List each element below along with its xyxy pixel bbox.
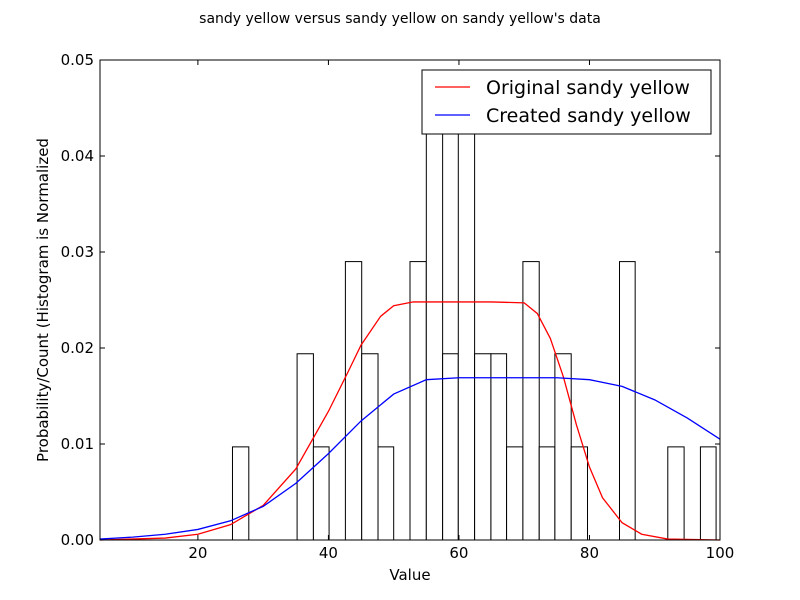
x-tick-label-1: 40 — [319, 544, 338, 562]
histogram-bar-3 — [344, 261, 363, 541]
legend-label-created: Created sandy yellow — [486, 105, 691, 127]
histogram-bar-5 — [377, 446, 395, 541]
x-tick-label-2: 60 — [449, 544, 468, 562]
histogram-bar-16 — [570, 446, 589, 541]
series-lines — [99, 301, 721, 541]
y-axis-label: Probability/Count (Histogram is Normaliz… — [34, 138, 52, 462]
histogram-bar-19 — [699, 446, 717, 541]
legend-label-original: Original sandy yellow — [486, 77, 690, 99]
x-axis-label: Value — [389, 566, 430, 584]
y-tick-label-2: 0.02 — [61, 339, 94, 357]
y-tick-label-0: 0.00 — [61, 531, 94, 549]
x-tick-label-4: 100 — [706, 544, 735, 562]
series-line-0 — [99, 301, 721, 541]
histogram-bar-4 — [361, 353, 379, 541]
x-tick-label-0: 20 — [188, 544, 207, 562]
histogram-bar-7 — [425, 121, 444, 541]
y-tick-label-3: 0.03 — [61, 243, 94, 261]
plot-frame — [99, 59, 721, 541]
chart-title: sandy yellow versus sandy yellow on sand… — [199, 11, 601, 27]
histogram-bar-9 — [457, 121, 476, 541]
histogram-bar-12 — [506, 446, 524, 541]
histogram-bar-14 — [538, 446, 556, 541]
histogram-bar-6 — [409, 261, 427, 541]
histogram-bars — [231, 121, 717, 541]
histogram-bar-8 — [442, 353, 459, 541]
legend-box — [421, 69, 712, 135]
histogram-bar-15 — [554, 353, 572, 541]
legend: Original sandy yellow Created sandy yell… — [421, 69, 712, 135]
histogram-bar-1 — [296, 353, 314, 541]
series-line-1 — [99, 377, 721, 540]
y-tick-label-4: 0.04 — [61, 147, 94, 165]
histogram-bar-11 — [490, 353, 508, 541]
y-axis-ticks: 0.00 0.01 0.02 0.03 0.04 0.05 — [61, 51, 720, 549]
histogram-bar-0 — [231, 446, 250, 541]
histogram-bar-18 — [667, 446, 685, 541]
histogram-bar-17 — [618, 261, 636, 541]
y-tick-label-1: 0.01 — [61, 435, 94, 453]
x-axis-ticks: 20 40 60 80 100 — [188, 60, 734, 562]
x-tick-label-3: 80 — [580, 544, 599, 562]
y-tick-label-5: 0.05 — [61, 51, 94, 69]
histogram-bar-10 — [474, 353, 492, 541]
